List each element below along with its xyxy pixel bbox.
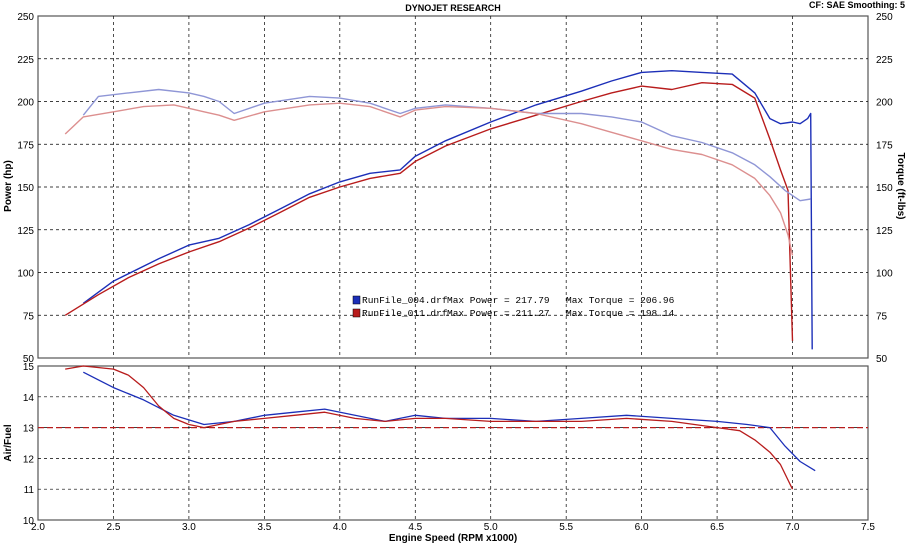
- x-tick-label: 2.5: [107, 522, 121, 533]
- legend-run2-power: Max Power = 211.27: [447, 308, 550, 319]
- air-fuel-tick-label: 13: [23, 424, 35, 435]
- left-y-tick-label: 175: [17, 140, 34, 151]
- run1-air-fuel-line: [83, 371, 816, 472]
- right-y-tick-label: 100: [876, 269, 893, 280]
- left-y-tick-label: 50: [23, 354, 35, 365]
- x-tick-label: 5.0: [484, 522, 498, 533]
- right-y-tick-label: 150: [876, 183, 893, 194]
- x-tick-label: 5.5: [559, 522, 573, 533]
- air-fuel-axis-title: Air/Fuel: [3, 424, 14, 461]
- legend: RunFile_004.drf Max Power = 217.79 Max T…: [352, 295, 675, 319]
- chart-title: DYNOJET RESEARCH: [405, 3, 501, 13]
- left-y-tick-label: 100: [17, 269, 34, 280]
- x-tick-label: 4.0: [333, 522, 347, 533]
- air-fuel-tick-label: 12: [23, 454, 35, 465]
- x-tick-label: 4.5: [408, 522, 422, 533]
- power-torque-series: [64, 69, 813, 350]
- left-y-tick-label: 200: [17, 98, 34, 109]
- right-y-tick-label: 75: [876, 311, 888, 322]
- x-tick-label: 3.0: [182, 522, 196, 533]
- corner-info: CF: SAE Smoothing: 5: [809, 0, 905, 10]
- legend-run2-torque: Max Torque = 198.14: [566, 308, 675, 319]
- legend-run1-power: Max Power = 217.79: [447, 295, 550, 306]
- air-fuel-tick-label: 15: [23, 362, 35, 373]
- x-tick-label: 7.0: [786, 522, 800, 533]
- red-square-icon: [352, 308, 361, 318]
- right-y-tick-label: 225: [876, 55, 893, 66]
- right-y-tick-label: 125: [876, 226, 893, 237]
- left-y-tick-label: 250: [17, 12, 34, 23]
- left-y-tick-label: 225: [17, 55, 34, 66]
- legend-run1-torque: Max Torque = 206.96: [566, 295, 675, 306]
- x-tick-label: 2.0: [31, 522, 45, 533]
- air-fuel-series: [38, 365, 868, 490]
- right-y-tick-label: 200: [876, 98, 893, 109]
- x-tick-label: 6.5: [710, 522, 724, 533]
- run1-torque-line: [82, 88, 811, 202]
- air-fuel-tick-label: 11: [24, 485, 35, 496]
- right-y-tick-label: 175: [876, 140, 893, 151]
- x-axis-title: Engine Speed (RPM x1000): [389, 533, 517, 543]
- air-fuel-tick-label: 10: [23, 516, 35, 527]
- legend-run1-file: RunFile_004.drf: [362, 295, 448, 306]
- x-tick-label: 7.5: [861, 522, 875, 533]
- left-axis-title: Power (hp): [3, 160, 14, 212]
- x-tick-label: 3.5: [257, 522, 271, 533]
- run1-power-line: [82, 69, 813, 350]
- left-y-tick-label: 125: [17, 226, 34, 237]
- air-fuel-panel: [37, 365, 869, 521]
- right-axis-title: Torque (ft-lbs): [895, 152, 906, 219]
- run2-power-line: [64, 81, 794, 341]
- right-y-tick-label: 50: [876, 354, 888, 365]
- air-fuel-tick-label: 14: [23, 393, 35, 404]
- run2-torque-line: [64, 102, 794, 256]
- legend-run2-file: RunFile_011.drf: [362, 308, 448, 319]
- right-y-tick-label: 250: [876, 12, 893, 23]
- tick-labels: 50 50 75 75 100 100 125 125 150 150 175 175 200 200 22…: [17, 12, 893, 533]
- left-y-tick-label: 75: [23, 311, 35, 322]
- left-y-tick-label: 150: [17, 183, 34, 194]
- blue-square-icon: [352, 295, 361, 305]
- x-tick-label: 6.0: [635, 522, 649, 533]
- run2-air-fuel-line: [65, 365, 794, 490]
